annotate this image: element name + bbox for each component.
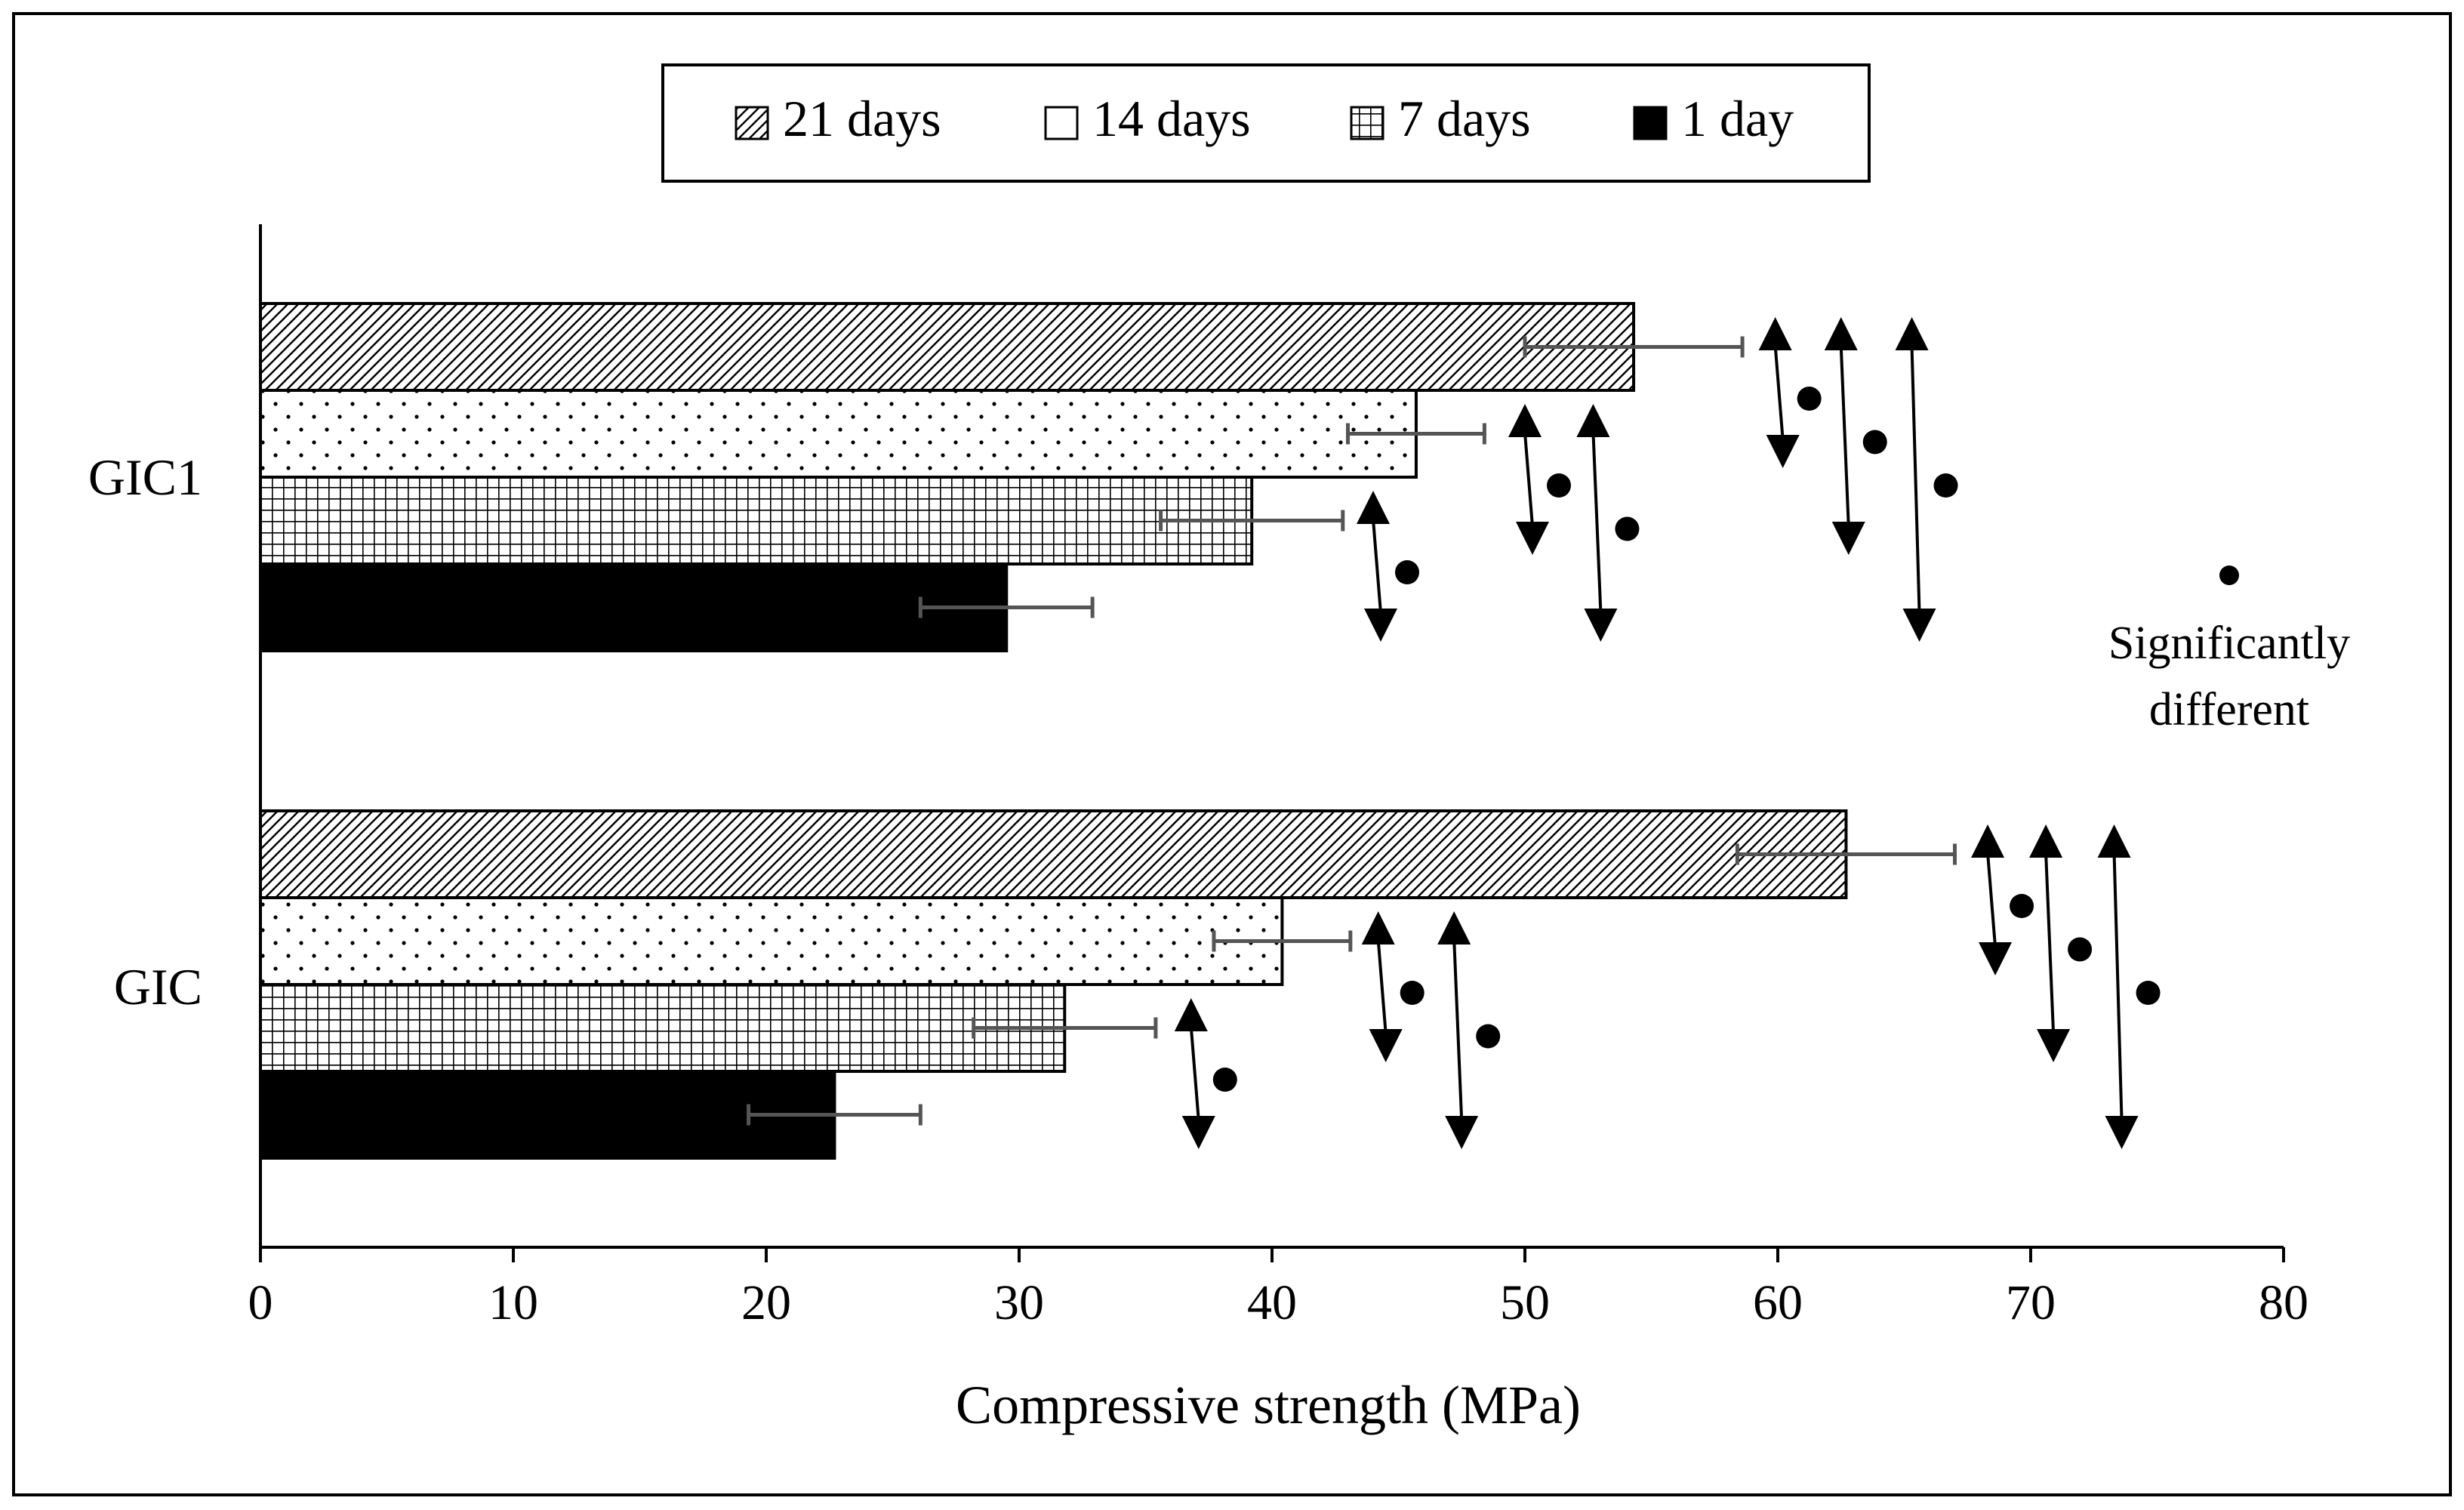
significance-legend-line-2: different: [2149, 684, 2309, 735]
x-tick-label-70: 70: [2006, 1275, 2056, 1330]
significance-arrow-gic1-21-days-vs-1-day: [1910, 345, 1921, 614]
legend-label-7-days: 7 days: [1398, 90, 1531, 147]
significance-layer: [1174, 317, 2161, 1149]
x-tick-label-30: 30: [994, 1275, 1044, 1330]
category-label-gic: GIC: [114, 958, 202, 1015]
significance-legend-line-1: Significantly: [2108, 618, 2350, 669]
arrowhead-up-gic1-21-days-vs-1-day: [1895, 317, 1929, 350]
legend-swatch-14-days: [1044, 106, 1079, 140]
x-tick-label-80: 80: [2259, 1275, 2308, 1330]
significance-dot-gic-7-days-vs-1-day: [1212, 1068, 1237, 1092]
arrowhead-up-gic-21-days-vs-14-days: [1971, 824, 2005, 858]
legend-swatch-7-days: [1350, 106, 1384, 140]
significance-arrow-gic1-14-days-vs-1-day: [1591, 432, 1603, 614]
legend: 21 days 14 days 7 days 1 day: [661, 63, 1871, 183]
significance-dot-gic1-14-days-vs-7-days: [1547, 473, 1571, 498]
bar-gic-14-days: [259, 896, 1284, 986]
significance-legend-dot: [2219, 565, 2239, 585]
legend-item-7-days: 7 days: [1350, 90, 1531, 147]
arrowhead-down-gic-21-days-vs-1-day: [2105, 1116, 2139, 1149]
significance-arrow-gic-21-days-vs-7-days: [2044, 852, 2056, 1034]
arrowhead-down-gic-14-days-vs-7-days: [1369, 1029, 1403, 1062]
legend-item-14-days: 14 days: [1044, 90, 1251, 147]
legend-label-21-days: 21 days: [783, 90, 941, 147]
significance-arrow-gic1-7-days-vs-1-day: [1372, 519, 1382, 614]
significance-dot-gic1-21-days-vs-7-days: [1862, 430, 1887, 455]
arrowhead-down-gic1-14-days-vs-1-day: [1584, 609, 1618, 642]
x-tick-label-20: 20: [741, 1275, 791, 1330]
arrowhead-down-gic-21-days-vs-7-days: [2037, 1029, 2071, 1062]
significance-arrow-gic-14-days-vs-1-day: [1452, 939, 1464, 1121]
significance-arrow-gic1-14-days-vs-7-days: [1523, 432, 1534, 527]
bar-gic1-14-days: [259, 389, 1418, 479]
outer-frame: [12, 12, 2452, 1496]
legend-box: [661, 63, 1871, 183]
bar-gic-7-days: [259, 983, 1067, 1073]
x-tick-label-40: 40: [1247, 1275, 1297, 1330]
bar-gic-21-days: [259, 809, 1848, 899]
significance-dot-gic-14-days-vs-7-days: [1400, 981, 1424, 1005]
significance-arrow-gic-21-days-vs-1-day: [2112, 852, 2124, 1121]
significance-dot-gic1-7-days-vs-1-day: [1395, 560, 1419, 584]
legend-label-1-day: 1 day: [1681, 90, 1794, 147]
arrowhead-down-gic1-7-days-vs-1-day: [1364, 609, 1397, 642]
bar-gic1-21-days: [259, 302, 1636, 392]
arrowhead-up-gic1-21-days-vs-14-days: [1758, 317, 1792, 350]
arrowhead-up-gic-7-days-vs-1-day: [1174, 998, 1208, 1031]
axes-layer: 0 10 20 30 40 50 60 70 80: [248, 224, 2308, 1330]
bars-layer: [259, 302, 1848, 1160]
significance-dot-gic1-14-days-vs-1-day: [1615, 516, 1640, 541]
legend-item-21-days: 21 days: [735, 90, 941, 147]
significance-arrow-gic1-21-days-vs-7-days: [1839, 345, 1850, 527]
significance-arrow-gic-7-days-vs-1-day: [1189, 1026, 1200, 1121]
x-tick-label-10: 10: [488, 1275, 538, 1330]
arrowhead-down-gic1-21-days-vs-1-day: [1902, 609, 1936, 642]
arrowhead-down-gic1-14-days-vs-7-days: [1516, 522, 1549, 555]
arrowhead-down-gic1-21-days-vs-14-days: [1766, 435, 1800, 468]
significance-dot-gic1-21-days-vs-14-days: [1797, 387, 1822, 411]
arrowhead-up-gic1-14-days-vs-7-days: [1508, 404, 1542, 437]
significance-dot-gic-21-days-vs-1-day: [2136, 981, 2161, 1005]
error-bars-layer: [747, 336, 1957, 1126]
bar-gic1-1-day: [259, 562, 1009, 652]
arrowhead-down-gic-14-days-vs-1-day: [1445, 1116, 1479, 1149]
significance-dot-gic1-21-days-vs-1-day: [1933, 473, 1958, 498]
bar-gic-1-day: [259, 1070, 836, 1160]
significance-dot-gic-14-days-vs-1-day: [1476, 1024, 1501, 1049]
arrowhead-up-gic1-14-days-vs-1-day: [1576, 404, 1610, 437]
arrowhead-down-gic-7-days-vs-1-day: [1181, 1116, 1215, 1149]
x-tick-label-60: 60: [1753, 1275, 1803, 1330]
significance-legend: Significantly different: [2108, 565, 2350, 735]
arrowhead-up-gic-21-days-vs-1-day: [2097, 824, 2131, 858]
arrowhead-up-gic1-21-days-vs-7-days: [1824, 317, 1858, 350]
legend-swatch-21-days: [735, 106, 769, 140]
arrowhead-up-gic-21-days-vs-7-days: [2029, 824, 2063, 858]
arrowhead-down-gic1-21-days-vs-7-days: [1831, 522, 1865, 555]
x-tick-label-50: 50: [1500, 1275, 1550, 1330]
arrowhead-down-gic-21-days-vs-14-days: [1979, 942, 2013, 975]
significance-arrow-gic-21-days-vs-14-days: [1986, 852, 1997, 948]
legend-swatch-1-day: [1633, 106, 1668, 140]
legend-label-14-days: 14 days: [1092, 90, 1251, 147]
category-label-gic1: GIC1: [88, 448, 202, 506]
significance-dot-gic-21-days-vs-14-days: [2010, 894, 2034, 918]
significance-arrow-gic1-21-days-vs-14-days: [1773, 345, 1785, 440]
legend-item-1-day: 1 day: [1633, 90, 1794, 147]
arrowhead-up-gic-14-days-vs-7-days: [1361, 911, 1395, 945]
significance-dot-gic-21-days-vs-7-days: [2068, 937, 2093, 962]
significance-arrow-gic-14-days-vs-7-days: [1376, 939, 1388, 1034]
arrowhead-up-gic1-7-days-vs-1-day: [1357, 491, 1390, 524]
x-tick-label-0: 0: [248, 1275, 273, 1330]
bar-gic1-7-days: [259, 476, 1254, 565]
x-axis-label: Compressive strength (MPa): [956, 1375, 1581, 1435]
arrowhead-up-gic-14-days-vs-1-day: [1437, 911, 1471, 945]
